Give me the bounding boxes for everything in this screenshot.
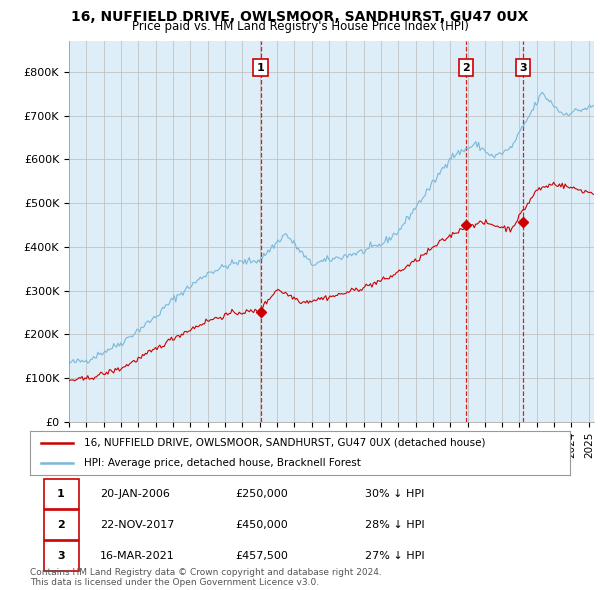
Text: HPI: Average price, detached house, Bracknell Forest: HPI: Average price, detached house, Brac… — [84, 458, 361, 468]
Text: 16, NUFFIELD DRIVE, OWLSMOOR, SANDHURST, GU47 0UX: 16, NUFFIELD DRIVE, OWLSMOOR, SANDHURST,… — [71, 10, 529, 24]
Text: Price paid vs. HM Land Registry's House Price Index (HPI): Price paid vs. HM Land Registry's House … — [131, 20, 469, 33]
Text: 27% ↓ HPI: 27% ↓ HPI — [365, 550, 424, 560]
FancyBboxPatch shape — [44, 479, 79, 509]
Text: 2: 2 — [57, 520, 65, 530]
Text: 3: 3 — [57, 550, 65, 560]
Text: 16, NUFFIELD DRIVE, OWLSMOOR, SANDHURST, GU47 0UX (detached house): 16, NUFFIELD DRIVE, OWLSMOOR, SANDHURST,… — [84, 438, 485, 448]
Text: 30% ↓ HPI: 30% ↓ HPI — [365, 489, 424, 499]
Text: 1: 1 — [257, 63, 265, 73]
Text: 1: 1 — [57, 489, 65, 499]
FancyBboxPatch shape — [44, 510, 79, 540]
Text: £250,000: £250,000 — [235, 489, 288, 499]
Text: £457,500: £457,500 — [235, 550, 288, 560]
Text: 3: 3 — [519, 63, 527, 73]
Text: 28% ↓ HPI: 28% ↓ HPI — [365, 520, 424, 530]
Text: 16-MAR-2021: 16-MAR-2021 — [100, 550, 175, 560]
Text: £450,000: £450,000 — [235, 520, 288, 530]
Text: 2: 2 — [462, 63, 470, 73]
Text: 22-NOV-2017: 22-NOV-2017 — [100, 520, 175, 530]
Text: 20-JAN-2006: 20-JAN-2006 — [100, 489, 170, 499]
FancyBboxPatch shape — [44, 541, 79, 571]
Text: Contains HM Land Registry data © Crown copyright and database right 2024.
This d: Contains HM Land Registry data © Crown c… — [30, 568, 382, 587]
